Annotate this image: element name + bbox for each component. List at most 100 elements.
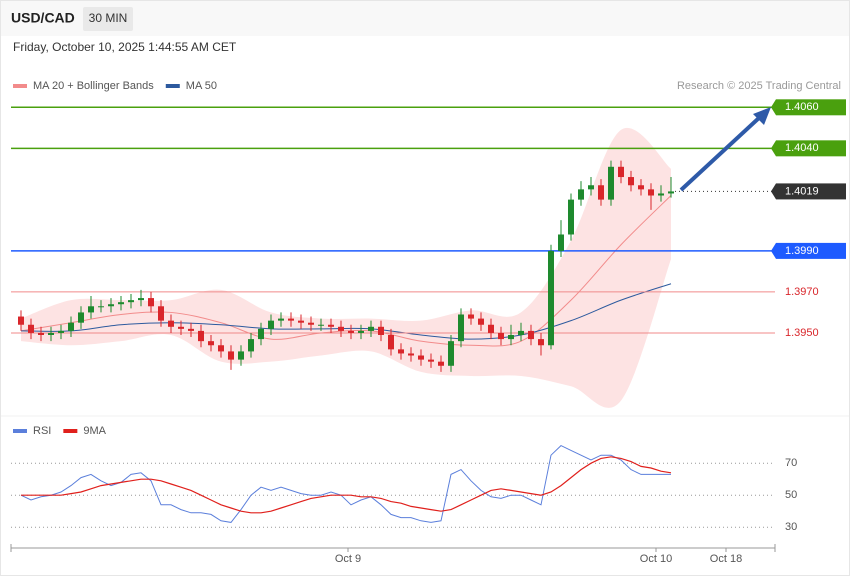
candle-body [118, 302, 124, 305]
moving-average [20, 283, 672, 340]
candle-body [608, 166, 614, 200]
candle-body [638, 185, 644, 190]
candle-body [318, 324, 324, 326]
candle-body [468, 314, 474, 319]
candle-body [58, 330, 64, 333]
candle-body [208, 341, 214, 346]
candle-body [348, 330, 354, 333]
interval-badge [83, 7, 133, 31]
candle-body [598, 185, 604, 200]
candle-body [158, 306, 164, 321]
rsi-line [21, 456, 672, 514]
level-pointer [771, 242, 776, 259]
candle-body [128, 300, 134, 303]
level-label: 1.3990 [785, 245, 819, 257]
candle-body [538, 339, 544, 346]
level-box [776, 140, 846, 157]
candle-body [188, 328, 194, 331]
candle-body [78, 312, 84, 323]
candle-body [218, 345, 224, 352]
level-label: 1.4040 [785, 142, 819, 154]
candle-body [248, 339, 254, 352]
legend-label: MA 20 + Bollinger Bands [33, 80, 154, 92]
legend-label: 9MA [83, 425, 106, 437]
level-pointer [771, 99, 776, 116]
interval: 30 MIN [89, 11, 128, 25]
candle-body [528, 330, 534, 340]
candle-body [268, 320, 274, 329]
credit: Research © 2025 Trading Central [677, 80, 841, 92]
legend-swatch [13, 429, 27, 433]
candle-body [328, 324, 334, 327]
candle-body [628, 177, 634, 186]
candle-body [28, 324, 34, 333]
x-tick-label: Oct 10 [640, 553, 672, 565]
legend-swatch [165, 84, 180, 88]
y-tick-label: 30 [785, 521, 797, 533]
candle-body [668, 191, 674, 194]
candle-body [98, 306, 104, 308]
candle-body [388, 335, 394, 350]
candle-body [238, 351, 244, 360]
candle-body [298, 320, 304, 323]
candle-body [88, 306, 94, 313]
candle-body [138, 298, 144, 301]
candle-body [228, 351, 234, 360]
candle-body [458, 314, 464, 342]
candle-body [568, 199, 574, 235]
candle-body [278, 318, 284, 321]
candle-body [438, 361, 444, 366]
candle-body [288, 318, 294, 321]
candle-body [428, 359, 434, 362]
candle-body [258, 328, 264, 340]
candle-body [558, 234, 564, 251]
candle-body [518, 330, 524, 335]
candle-body [68, 322, 74, 331]
legend-swatch [13, 84, 27, 88]
candle-body [478, 318, 484, 325]
legend-label: RSI [33, 425, 51, 437]
legend-label: MA 50 [186, 80, 217, 92]
symbol: USD/CAD [11, 10, 75, 26]
x-tick-label: Oct 9 [335, 553, 361, 565]
candle-body [548, 250, 554, 346]
candle-body [148, 298, 154, 307]
x-tick-label: Oct 18 [710, 553, 742, 565]
candle-body [108, 304, 114, 307]
last-price-pointer [771, 183, 776, 200]
date: Friday, October 10, 2025 1:44:55 AM CET [13, 40, 237, 54]
candle-body [198, 330, 204, 342]
candle-body [408, 353, 414, 356]
candle-body [358, 330, 364, 333]
moving-average [20, 195, 672, 347]
candle-body [308, 322, 314, 325]
candle-body [418, 355, 424, 360]
rsi-line [20, 444, 671, 523]
candle-body [338, 326, 344, 331]
forecast-arrow [679, 115, 762, 192]
level-label: 1.3950 [785, 327, 819, 339]
forecast-arrowhead [753, 107, 771, 125]
level-box [776, 99, 846, 116]
candle-body [448, 341, 454, 366]
candle-body [508, 335, 514, 340]
candle-body [168, 320, 174, 327]
y-tick-label: 70 [785, 457, 797, 469]
candle-body [488, 324, 494, 333]
candle-body [178, 326, 184, 329]
candle-body [498, 332, 504, 340]
last-price-label: 1.4019 [785, 185, 819, 197]
candle-body [368, 326, 374, 331]
level-pointer [771, 140, 776, 157]
candle-body [618, 166, 624, 178]
candle-body [48, 332, 54, 335]
candle-body [38, 332, 44, 335]
candle-body [648, 189, 654, 196]
candle-body [588, 185, 594, 190]
level-label: 1.3970 [785, 286, 819, 298]
candle-body [658, 193, 664, 196]
level-box [776, 242, 846, 259]
candle-body [398, 349, 404, 354]
header-bar [1, 1, 849, 36]
